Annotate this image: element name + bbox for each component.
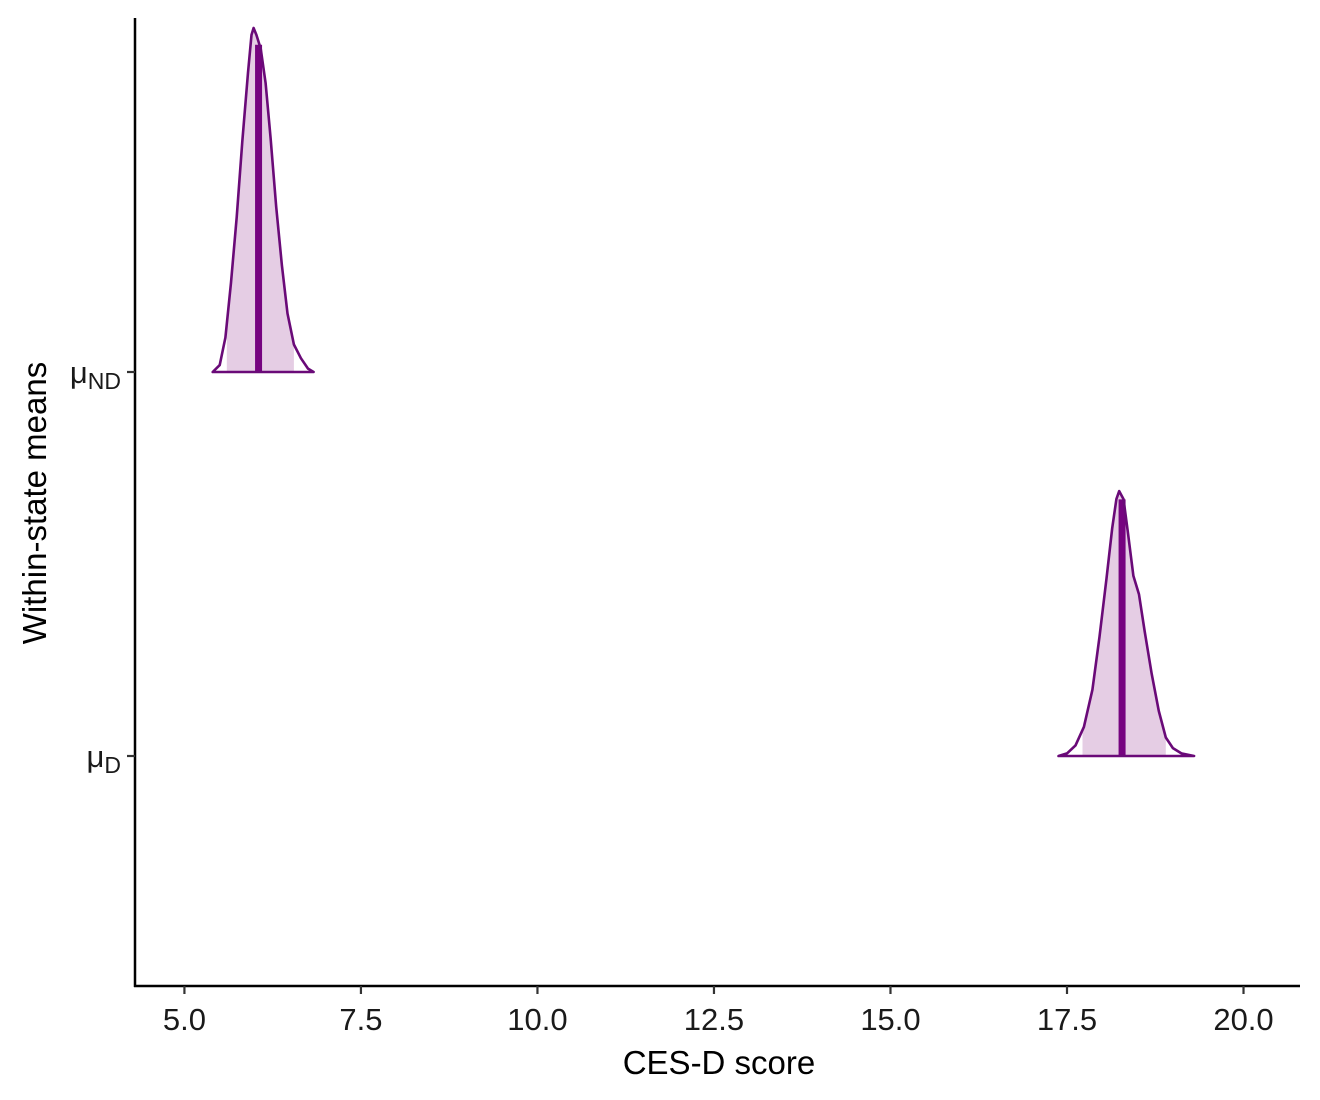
x-tick-label: 20.0 — [1213, 1002, 1273, 1037]
x-tick-label: 12.5 — [684, 1002, 744, 1037]
x-axis-title: CES-D score — [623, 1044, 816, 1081]
x-tick-label: 10.0 — [507, 1002, 567, 1037]
x-tick-label: 17.5 — [1037, 1002, 1097, 1037]
y-tick-label-mu_ND: μND — [70, 355, 121, 394]
density-mu_ND — [211, 26, 315, 374]
density-mu_D — [1057, 489, 1196, 758]
y-tick-symbol: μ — [70, 355, 88, 390]
y-axis-title: Within-state means — [16, 362, 53, 644]
density-layer — [211, 26, 1196, 758]
x-axis: 5.0 7.5 10.0 12.5 15.0 17.5 20.0 — [134, 984, 1300, 1037]
density-outline-mu_ND — [211, 26, 315, 374]
x-tick-label: 5.0 — [163, 1002, 206, 1037]
x-tick-label: 7.5 — [339, 1002, 382, 1037]
y-tick-subscript: D — [104, 752, 121, 778]
x-tick-label: 15.0 — [860, 1002, 920, 1037]
y-tick-label-mu_D: μD — [87, 739, 122, 778]
y-tick-symbol: μ — [87, 739, 105, 774]
density-outline-mu_D — [1057, 489, 1196, 758]
y-tick-subscript: ND — [88, 368, 121, 394]
